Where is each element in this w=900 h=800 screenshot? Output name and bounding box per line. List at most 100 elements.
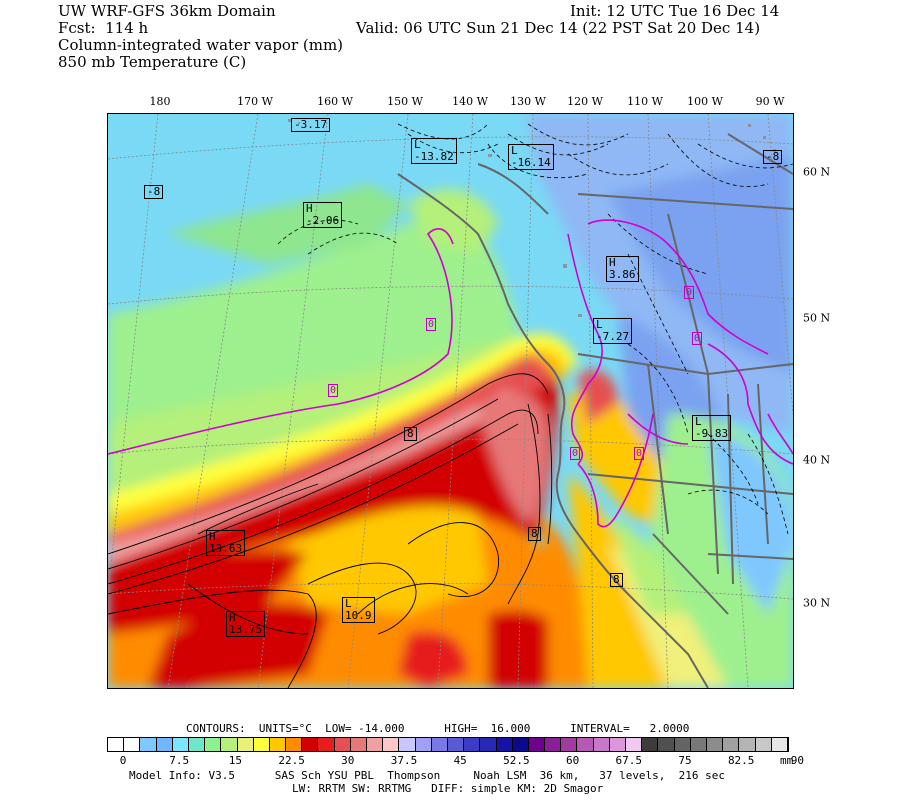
model-info-physics: LW: RRTM SW: RRTMG DIFF: simple KM: 2D S… xyxy=(292,782,604,795)
color-bar-tick: 30 xyxy=(341,754,355,767)
color-bar-swatch xyxy=(561,738,578,751)
color-bar-swatch xyxy=(431,738,448,751)
contour-label: 8 xyxy=(404,427,417,441)
color-bar-tick: 22.5 xyxy=(278,754,305,767)
color-bar-swatch xyxy=(447,738,465,751)
color-bar-tick: 0 xyxy=(119,754,127,767)
color-bar-swatch xyxy=(302,738,319,751)
lon-label: 110 W xyxy=(627,95,663,108)
color-bar-tick: 7.5 xyxy=(169,754,190,767)
pressure-center-label: -8 xyxy=(763,150,783,164)
color-bar-swatch xyxy=(496,738,513,751)
lat-label: 40 N xyxy=(803,453,831,467)
lon-label: 130 W xyxy=(510,95,546,108)
color-bar-tick: 45 xyxy=(453,754,467,767)
zero-isotherm-label: 0 xyxy=(570,447,581,460)
zero-isotherm-label: 0 xyxy=(692,332,703,345)
color-bar-swatch xyxy=(286,738,303,751)
contour-label: 8 xyxy=(528,527,541,541)
color-bar-tick: 90 xyxy=(790,754,805,767)
color-bar-swatch xyxy=(771,738,788,751)
contour-info: CONTOURS: UNITS=°C LOW= -14.000 HIGH= 16… xyxy=(186,722,690,735)
color-bar-swatch xyxy=(512,738,529,751)
color-bar-swatch xyxy=(383,738,400,751)
lat-label: 50 N xyxy=(803,311,831,325)
color-bar-swatch xyxy=(739,738,756,751)
lat-label: 30 N xyxy=(803,596,831,610)
color-bar-swatch xyxy=(545,738,562,751)
color-bar-swatch xyxy=(124,738,141,751)
lon-label: 120 W xyxy=(567,95,603,108)
color-bar-swatch xyxy=(269,738,287,751)
color-bar-tick: 75 xyxy=(678,754,692,767)
color-bar-tick: 15 xyxy=(228,754,243,767)
color-bar-tick: 67.5 xyxy=(615,754,643,767)
color-bar-tick: 82.5 xyxy=(727,754,755,767)
color-bar-swatch xyxy=(367,738,384,751)
color-bar-swatch xyxy=(253,738,270,751)
model-info: Model Info: V3.5 SAS Sch YSU PBL Thompso… xyxy=(129,769,726,782)
lon-label: 160 W xyxy=(317,95,353,108)
zero-isotherm-label: 0 xyxy=(328,384,339,397)
pressure-center-label: H 13.63 xyxy=(206,530,246,556)
zero-isotherm-label: 0 xyxy=(634,447,645,460)
valid-time: Valid: 06 UTC Sun 21 Dec 14 (22 PST Sat … xyxy=(356,19,761,37)
color-bar-tick: 37.5 xyxy=(390,754,418,767)
color-bar-swatch xyxy=(480,738,497,751)
pressure-center-label: H -2.06 xyxy=(303,202,343,228)
pressure-center-label: H 3.86 xyxy=(606,256,639,282)
color-bar-swatch xyxy=(205,738,222,751)
field-subtitle: 850 mb Temperature (C) xyxy=(58,53,247,71)
lon-label: 90 W xyxy=(755,95,785,108)
color-bar-swatch xyxy=(156,738,173,751)
color-bar-swatch xyxy=(140,738,157,751)
pressure-center-label: -8 xyxy=(144,185,164,199)
map-graphic xyxy=(108,114,793,688)
colorbar-unit: mm xyxy=(780,754,794,767)
color-bar-swatch xyxy=(593,738,610,751)
color-bar-swatch xyxy=(172,738,189,751)
color-bar-swatch xyxy=(188,738,206,751)
forecast-hour: Fcst: 114 h xyxy=(58,19,149,37)
color-bar-swatch xyxy=(108,738,125,751)
color-bar-swatch xyxy=(318,738,335,751)
color-bar-swatch xyxy=(674,738,691,751)
color-bar-tick: 52.5 xyxy=(503,754,530,767)
lon-label: 140 W xyxy=(452,95,488,108)
color-bar-swatch xyxy=(350,738,367,751)
color-bar-swatch xyxy=(221,738,238,751)
color-bar-swatch xyxy=(464,738,481,751)
pressure-center-label: H 13.75 xyxy=(226,611,266,637)
pressure-center-label: L 10.9 xyxy=(342,597,375,623)
color-bar-swatch xyxy=(415,738,432,751)
color-bar-swatch xyxy=(237,738,254,751)
zero-isotherm-label: 0 xyxy=(426,318,437,331)
color-bar-swatch xyxy=(755,738,772,751)
color-bar-swatch xyxy=(577,738,594,751)
pressure-center-label: L -16.14 xyxy=(508,144,554,170)
color-bar-swatch xyxy=(658,738,675,751)
color-bar-swatch xyxy=(399,738,416,751)
zero-isotherm-label: 0 xyxy=(684,286,695,299)
pressure-center-label: L -9.83 xyxy=(692,415,732,441)
lat-label: 60 N xyxy=(803,165,831,179)
init-time: Init: 12 UTC Tue 16 Dec 14 xyxy=(570,2,780,20)
lon-label: 170 W xyxy=(237,95,273,108)
lon-label: 180 xyxy=(149,95,171,108)
color-bar-swatch xyxy=(706,738,724,751)
color-bar-swatch xyxy=(609,738,626,751)
field-title: Column-integrated water vapor (mm) xyxy=(58,36,344,54)
color-bar xyxy=(107,737,789,752)
color-bar-swatch xyxy=(528,738,546,751)
contour-label: 8 xyxy=(610,573,623,587)
weather-map[interactable]: -3.17 L -13.82 L -16.14 -8 -8 H -2.06 H 3.86… xyxy=(107,113,794,689)
color-bar-swatch xyxy=(642,738,659,751)
color-bar-swatch xyxy=(626,738,643,751)
color-bar-tick: 60 xyxy=(565,754,580,767)
lon-label: 100 W xyxy=(687,95,723,108)
pressure-center-label: L -13.82 xyxy=(411,138,457,164)
color-bar-swatch xyxy=(334,738,351,751)
color-bar-swatch xyxy=(723,738,740,751)
color-bar-swatch xyxy=(690,738,707,751)
pressure-center-label: -3.17 xyxy=(291,118,331,132)
